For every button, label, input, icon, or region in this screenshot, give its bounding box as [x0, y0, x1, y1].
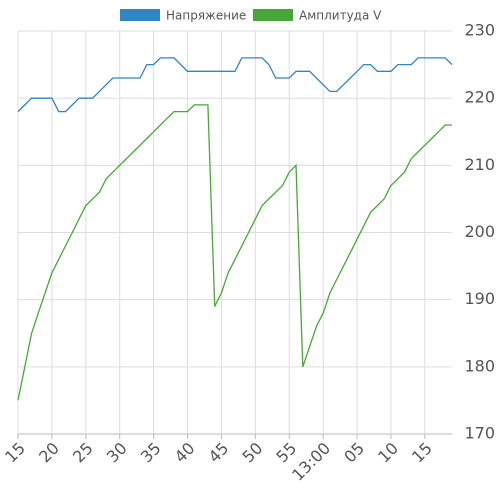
x-tick-label: 13:00: [288, 439, 334, 485]
x-tick-label: 30: [103, 439, 131, 467]
series-line: [17, 57, 453, 113]
x-tick-label: 25: [69, 439, 97, 467]
x-tick-label: 35: [137, 439, 165, 467]
x-tick-label: 45: [205, 439, 233, 467]
y-tick-label: 170: [464, 424, 495, 443]
x-tick-label: 15: [408, 439, 436, 467]
y-tick-label: 180: [464, 356, 495, 375]
x-tick-label: 50: [239, 439, 267, 467]
y-tick-label: 200: [464, 222, 495, 241]
y-tick-label: 220: [464, 88, 495, 107]
x-tick-label: 10: [374, 439, 402, 467]
series-line: [17, 104, 452, 401]
x-tick-label: 20: [35, 439, 63, 467]
legend-swatch: [253, 9, 293, 21]
x-tick-label: 40: [171, 439, 199, 467]
legend-label: Амплитуда V: [299, 9, 382, 23]
legend-label: Напряжение: [166, 9, 246, 23]
y-tick-label: 190: [464, 289, 495, 308]
y-tick-label: 230: [464, 21, 495, 40]
legend-swatch: [120, 9, 160, 21]
x-tick-label: 15: [1, 439, 29, 467]
y-tick-label: 210: [464, 155, 495, 174]
x-tick-label: 05: [340, 439, 368, 467]
